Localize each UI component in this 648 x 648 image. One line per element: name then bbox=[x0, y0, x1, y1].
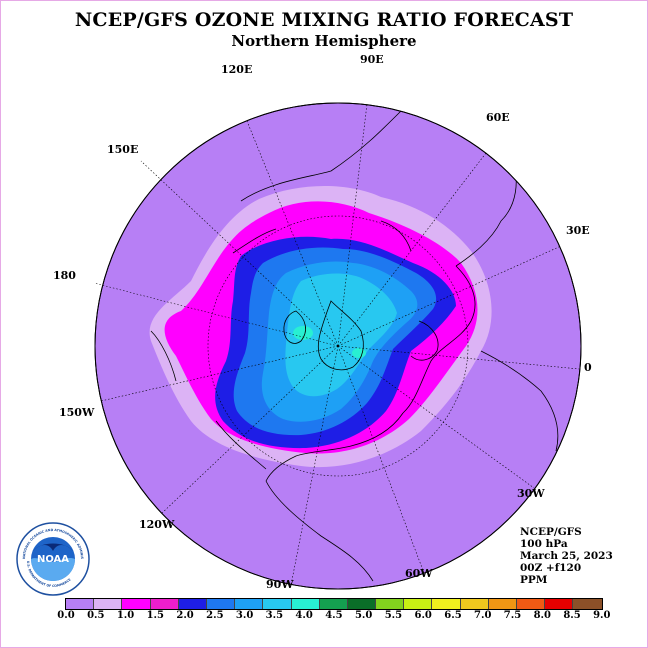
lon-label-30e: 30E bbox=[566, 224, 590, 237]
colorbar-tick-label: 7.5 bbox=[503, 610, 522, 621]
colorbar-swatch bbox=[460, 599, 489, 609]
colorbar-tick-label: 6.0 bbox=[414, 610, 432, 621]
colorbar-tick-label: 5.5 bbox=[384, 610, 403, 621]
forecast-info: NCEP/GFS 100 hPa March 25, 2023 00Z +f12… bbox=[520, 526, 613, 586]
noaa-logo-text: NOAA bbox=[37, 554, 69, 565]
colorbar-swatch bbox=[150, 599, 179, 609]
colorbar-swatch bbox=[404, 599, 433, 609]
ozone-contour-4-0 bbox=[293, 326, 313, 340]
lon-label-90e: 90E bbox=[360, 53, 384, 66]
lon-label-120w: 120W bbox=[139, 518, 175, 531]
lon-label-180: 180 bbox=[53, 269, 76, 282]
colorbar-tick-label: 0.5 bbox=[87, 610, 105, 621]
colorbar-swatch bbox=[488, 599, 517, 609]
colorbar-tick-label: 4.5 bbox=[325, 610, 343, 621]
info-units: PPM bbox=[520, 574, 548, 586]
page-title: NCEP/GFS OZONE MIXING RATIO FORECAST bbox=[74, 9, 574, 31]
colorbar-tick-label: 7.0 bbox=[474, 610, 492, 621]
ozone-contour-4-0-b bbox=[352, 348, 366, 358]
coastlines bbox=[150, 103, 559, 582]
colorbar-swatch bbox=[432, 599, 461, 609]
colorbar-swatch bbox=[206, 599, 236, 609]
ozone-contour-3-5 bbox=[285, 273, 397, 397]
page-subtitle: Northern Hemisphere bbox=[231, 32, 417, 50]
lon-label-120e: 120E bbox=[221, 63, 252, 76]
info-run: 00Z +f120 bbox=[520, 562, 582, 574]
colorbar-swatch bbox=[573, 599, 602, 609]
colorbar-swatch bbox=[66, 599, 95, 609]
colorbar-swatch bbox=[178, 599, 207, 609]
colorbar-tick-label: 1.5 bbox=[146, 610, 164, 621]
colorbar-tick-label: 5.0 bbox=[354, 610, 373, 621]
colorbar-swatch bbox=[291, 599, 320, 609]
lon-label-90w: 90W bbox=[266, 578, 294, 591]
colorbar-tick-label: 8.0 bbox=[533, 610, 551, 621]
colorbar-swatch bbox=[319, 599, 348, 609]
lon-label-150e: 150E bbox=[107, 143, 138, 156]
info-level: 100 hPa bbox=[520, 538, 568, 550]
info-date: March 25, 2023 bbox=[520, 550, 613, 562]
colorbar-tick-label: 9.0 bbox=[593, 610, 611, 621]
colorbar-swatch bbox=[545, 599, 574, 609]
colorbar-swatch bbox=[122, 599, 151, 609]
colorbar-swatch bbox=[235, 599, 264, 609]
colorbar-tick-label: 8.5 bbox=[563, 610, 581, 621]
colorbar-swatch bbox=[376, 599, 405, 609]
lon-label-60w: 60W bbox=[405, 567, 433, 580]
graticule bbox=[93, 103, 580, 586]
info-model: NCEP/GFS bbox=[520, 526, 582, 538]
colorbar bbox=[65, 598, 603, 610]
colorbar-tick-label: 3.5 bbox=[265, 610, 284, 621]
colorbar-tick-label: 2.5 bbox=[206, 610, 224, 621]
colorbar-tick-label: 6.5 bbox=[444, 610, 462, 621]
colorbar-labels: 0.0 0.5 1.0 1.5 2.0 2.5 3.0 3.5 4.0 4.5 5.0 5.5 6.0 6… bbox=[1, 610, 647, 624]
hemisphere-border bbox=[94, 102, 582, 590]
colorbar-tick-label: 4.0 bbox=[295, 610, 313, 621]
colorbar-swatch bbox=[94, 599, 123, 609]
colorbar-swatch bbox=[517, 599, 546, 609]
colorbar-tick-label: 2.0 bbox=[176, 610, 194, 621]
lon-label-0: 0 bbox=[584, 361, 592, 374]
lon-label-30w: 30W bbox=[517, 487, 545, 500]
lon-label-60e: 60E bbox=[486, 111, 510, 124]
colorbar-tick-label: 3.0 bbox=[235, 610, 254, 621]
colorbar-tick-label: 1.0 bbox=[116, 610, 135, 621]
lon-label-150w: 150W bbox=[59, 406, 95, 419]
noaa-logo: NOAA NATIONAL OCEANIC AND ATMOSPHERIC AD… bbox=[15, 521, 90, 596]
colorbar-tick-label: 0.0 bbox=[57, 610, 75, 621]
colorbar-swatch bbox=[263, 599, 292, 609]
colorbar-swatch bbox=[347, 599, 377, 609]
